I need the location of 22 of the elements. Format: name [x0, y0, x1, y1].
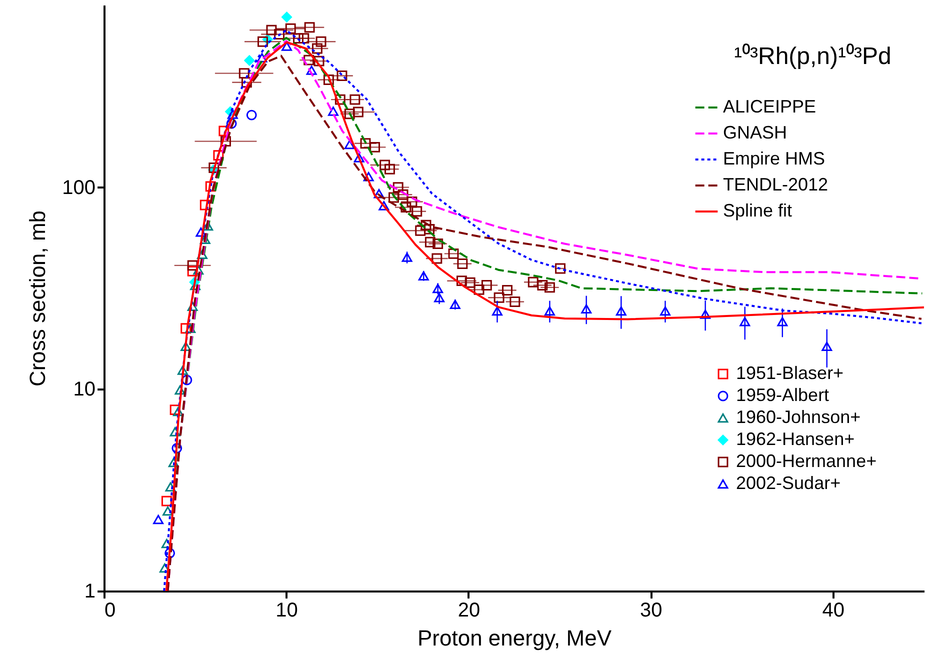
- legend-label: 1951-Blaser+: [736, 363, 844, 383]
- legend-label: 2000-Hermanne+: [736, 451, 877, 471]
- legend-label: 1962-Hansen+: [736, 429, 855, 449]
- y-tick-label: 1: [84, 580, 96, 602]
- x-tick-label: 10: [276, 600, 298, 622]
- y-tick-label: 10: [73, 378, 96, 401]
- x-tick-label: 30: [640, 600, 662, 622]
- x-tick-label: 20: [458, 600, 480, 622]
- x-tick-label: 40: [822, 600, 845, 622]
- legend-label: GNASH: [723, 122, 788, 142]
- x-axis-title: Proton energy, MeV: [417, 626, 612, 650]
- legend-label: ALICEIPPE: [723, 96, 816, 116]
- legend-label: 1959-Albert: [736, 385, 830, 405]
- annotation: ¹⁰³Rh(p,n)¹⁰³Pd: [734, 43, 892, 70]
- y-axis-title: Cross section, mb: [25, 210, 50, 387]
- x-tick-label: 0: [104, 600, 116, 622]
- legend-label: 1960-Johnson+: [736, 407, 861, 427]
- y-tick-label: 100: [62, 176, 96, 199]
- legend-label: Spline fit: [723, 200, 792, 220]
- legend-label: Empire HMS: [723, 148, 826, 168]
- legend-label: TENDL-2012: [723, 174, 828, 194]
- legend-label: 2002-Sudar+: [736, 473, 841, 493]
